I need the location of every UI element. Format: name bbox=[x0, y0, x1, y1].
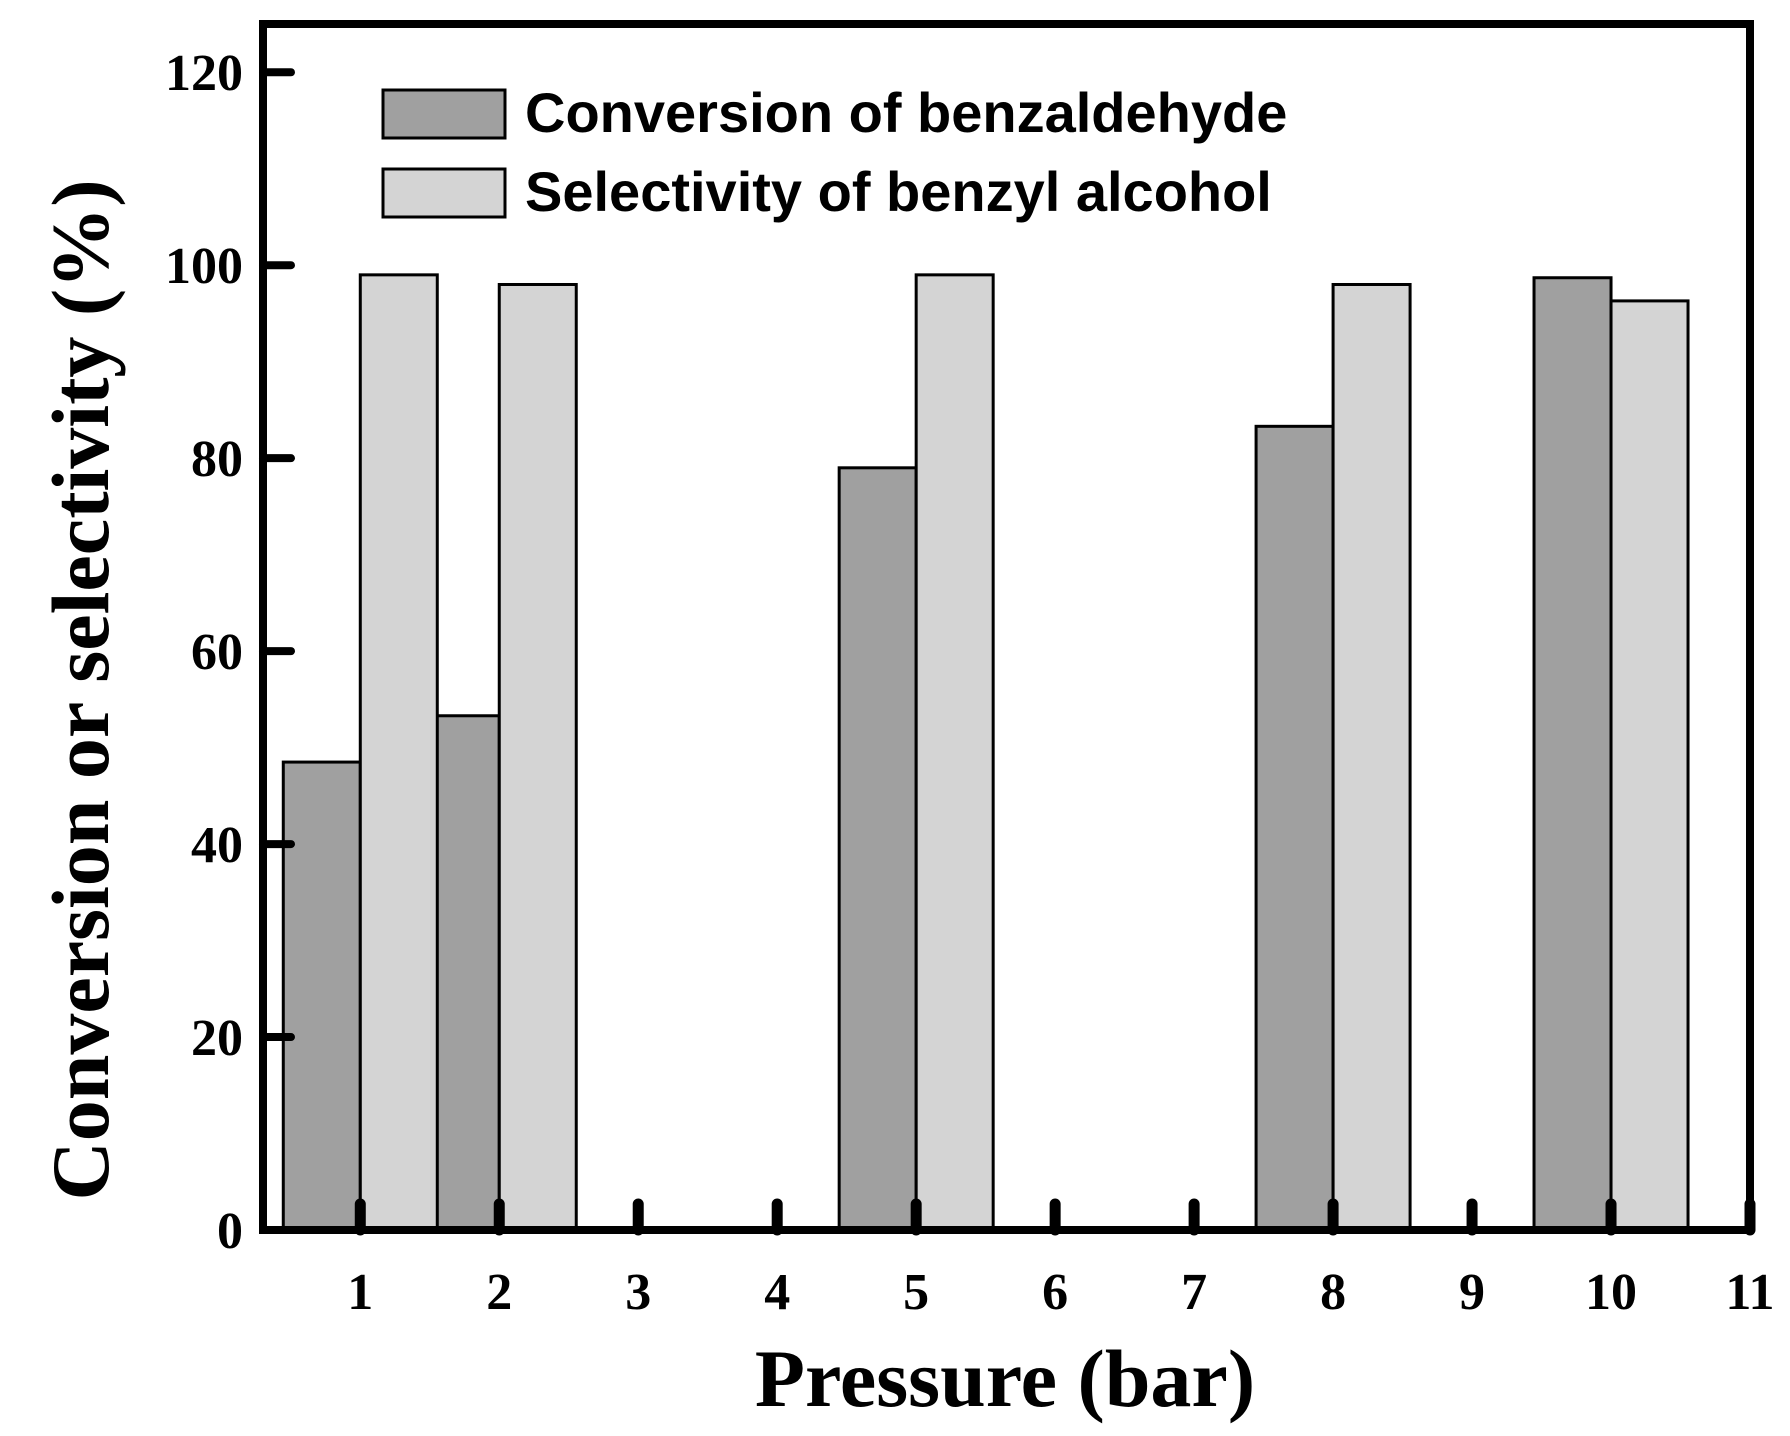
x-tick-label: 3 bbox=[625, 1264, 651, 1321]
x-tick-label: 9 bbox=[1459, 1264, 1485, 1321]
bars-layer bbox=[281, 273, 1690, 1232]
x-tick-label: 2 bbox=[486, 1264, 512, 1321]
y-tick-label: 100 bbox=[165, 238, 243, 295]
bar-conversion-1 bbox=[281, 760, 362, 1232]
plot-frame bbox=[259, 20, 1754, 1234]
y-tick-label: 20 bbox=[191, 1010, 243, 1067]
x-axis-title: Pressure (bar) bbox=[755, 1333, 1255, 1424]
bar-selectivity-5 bbox=[914, 273, 995, 1232]
x-tick-label: 4 bbox=[764, 1264, 790, 1321]
legend-swatch-conversion bbox=[381, 88, 507, 140]
y-axis-title: Conversion or selectivity (%) bbox=[35, 180, 126, 1201]
y-tick-label: 80 bbox=[191, 431, 243, 488]
legend: Conversion of benzaldehyde Selectivity of… bbox=[381, 81, 1287, 223]
y-tick-label: 120 bbox=[165, 45, 243, 102]
y-tick-label: 0 bbox=[217, 1203, 243, 1260]
legend-swatch-selectivity bbox=[381, 167, 507, 219]
x-tick-label: 8 bbox=[1320, 1264, 1346, 1321]
x-tick-label: 6 bbox=[1042, 1264, 1068, 1321]
legend-label-selectivity: Selectivity of benzyl alcohol bbox=[525, 160, 1272, 223]
ticks-layer: 1 2 3 4 5 6 7 8 9 10 11 0 20 40 60 80 100 120 bbox=[165, 45, 1775, 1321]
x-tick-label: 1 bbox=[347, 1264, 373, 1321]
bar-selectivity-2 bbox=[497, 282, 578, 1232]
legend-label-conversion: Conversion of benzaldehyde bbox=[525, 81, 1287, 144]
y-tick-label: 60 bbox=[191, 624, 243, 681]
x-tick-label: 10 bbox=[1585, 1264, 1637, 1321]
bar-selectivity-1 bbox=[358, 273, 439, 1232]
bar-selectivity-8 bbox=[1331, 282, 1412, 1232]
bar-selectivity-10 bbox=[1609, 299, 1690, 1232]
x-tick-label: 7 bbox=[1181, 1264, 1207, 1321]
bar-conversion-5 bbox=[837, 466, 918, 1232]
x-tick-label: 11 bbox=[1725, 1264, 1774, 1321]
x-tick-label: 5 bbox=[903, 1264, 929, 1321]
y-tick-label: 40 bbox=[191, 817, 243, 874]
bar-conversion-8 bbox=[1254, 424, 1335, 1232]
bar-conversion-10 bbox=[1532, 276, 1613, 1232]
